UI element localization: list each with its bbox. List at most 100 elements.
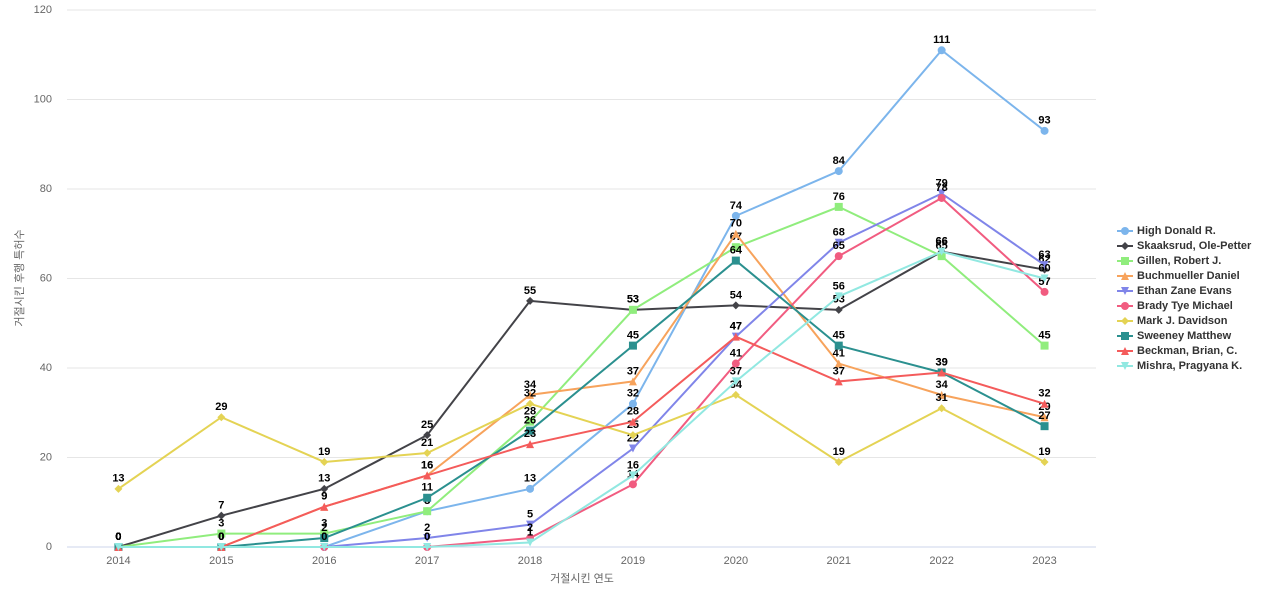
point: [731, 377, 740, 386]
data-label: 60: [1038, 262, 1050, 274]
point: [526, 426, 535, 435]
x-tick-label: 2019: [621, 555, 645, 567]
point: [114, 484, 123, 493]
point: [628, 377, 637, 386]
data-label: 23: [524, 428, 536, 440]
data-label: 0: [424, 531, 430, 543]
data-label: 32: [1038, 388, 1050, 400]
legend-label: Gillen, Robert J.: [1137, 255, 1221, 267]
data-label: 16: [421, 459, 433, 471]
point: [628, 399, 637, 408]
data-label: 0: [218, 531, 224, 543]
point: [217, 413, 226, 422]
point: [628, 417, 637, 426]
data-label: 37: [833, 365, 845, 377]
point: [1121, 227, 1129, 235]
data-label: 0: [115, 531, 121, 543]
data-label: 13: [524, 473, 536, 485]
data-label: 13: [318, 473, 330, 485]
data-label: 0: [115, 531, 121, 543]
point: [423, 431, 432, 440]
point: [1121, 272, 1129, 280]
data-label: 47: [730, 321, 742, 333]
x-axis-title: 거절시킨 연도: [550, 572, 614, 585]
data-label: 0: [115, 531, 121, 543]
point: [834, 359, 843, 368]
x-tick-label: 2017: [415, 555, 439, 567]
data-label: 0: [115, 531, 121, 543]
data-label: 7: [218, 500, 224, 512]
data-label: 111: [933, 34, 950, 46]
data-label: 3: [321, 517, 327, 529]
data-label: 2: [424, 522, 430, 534]
series-line: [118, 192, 1046, 548]
data-label: 11: [421, 482, 433, 494]
series: 0 0 0 0 11 63 7 56 66 60: [114, 236, 1051, 551]
series-line: [118, 205, 1046, 548]
legend-label: High Donald R.: [1137, 225, 1216, 237]
data-label: 64: [730, 245, 743, 257]
data-label: 63: [1038, 249, 1050, 261]
data-label: 68: [833, 227, 845, 239]
point: [628, 341, 637, 350]
data-label: 26: [524, 415, 536, 427]
data-label: 76: [833, 191, 845, 203]
data-label: 31: [936, 392, 948, 404]
data-label: 9: [321, 491, 327, 503]
point: [937, 46, 946, 55]
x-tick-label: 2014: [106, 555, 130, 567]
point: [834, 377, 843, 386]
legend-label: Ethan Zane Evans: [1137, 285, 1232, 297]
point: [731, 229, 740, 238]
point: [937, 368, 946, 377]
data-label: 66: [936, 236, 948, 248]
point: [937, 247, 946, 256]
series-line: [117, 393, 1046, 490]
data-label: 66: [936, 236, 948, 248]
data-label: 56: [833, 280, 845, 292]
data-label: 27: [1038, 410, 1050, 422]
series: 000021441657857: [114, 182, 1051, 551]
data-label: 53: [627, 294, 639, 306]
point: [1121, 287, 1129, 295]
data-label: 16: [627, 459, 639, 471]
series: 0338285367766545: [114, 191, 1051, 551]
legend-label: Mishra, Pragyana K.: [1137, 360, 1242, 372]
point: [834, 202, 843, 211]
legend-label: Skaaksrud, Ole-Petter: [1137, 240, 1252, 252]
data-label: 0: [321, 531, 327, 543]
data-label: 39: [936, 356, 948, 368]
data-label: 37: [627, 365, 639, 377]
legend-label: Mark J. Davidson: [1137, 315, 1228, 327]
point: [1040, 457, 1049, 466]
point: [1121, 347, 1129, 355]
point: [423, 471, 432, 480]
x-tick-label: 2015: [209, 555, 233, 567]
y-tick-label: 0: [46, 541, 52, 553]
data-label: 53: [627, 294, 639, 306]
point: [526, 520, 535, 529]
point: [423, 449, 432, 458]
point: [423, 543, 432, 551]
data-label: 54: [730, 289, 743, 301]
data-label: 47: [730, 321, 742, 333]
x-tick-label: 2022: [929, 555, 953, 567]
point: [526, 417, 535, 426]
point: [731, 243, 740, 252]
point: [1040, 413, 1049, 422]
data-label: 0: [115, 531, 121, 543]
data-label: 21: [421, 437, 433, 449]
series: 071325555354536662: [114, 236, 1051, 551]
data-label: 5: [527, 509, 533, 521]
data-label: 0: [218, 531, 224, 543]
point: [628, 305, 637, 314]
point: [834, 341, 843, 350]
point: [423, 534, 432, 543]
data-label: 41: [833, 347, 845, 359]
point: [628, 471, 637, 480]
data-label: 78: [936, 182, 948, 194]
point: [320, 484, 329, 493]
point: [114, 543, 123, 551]
